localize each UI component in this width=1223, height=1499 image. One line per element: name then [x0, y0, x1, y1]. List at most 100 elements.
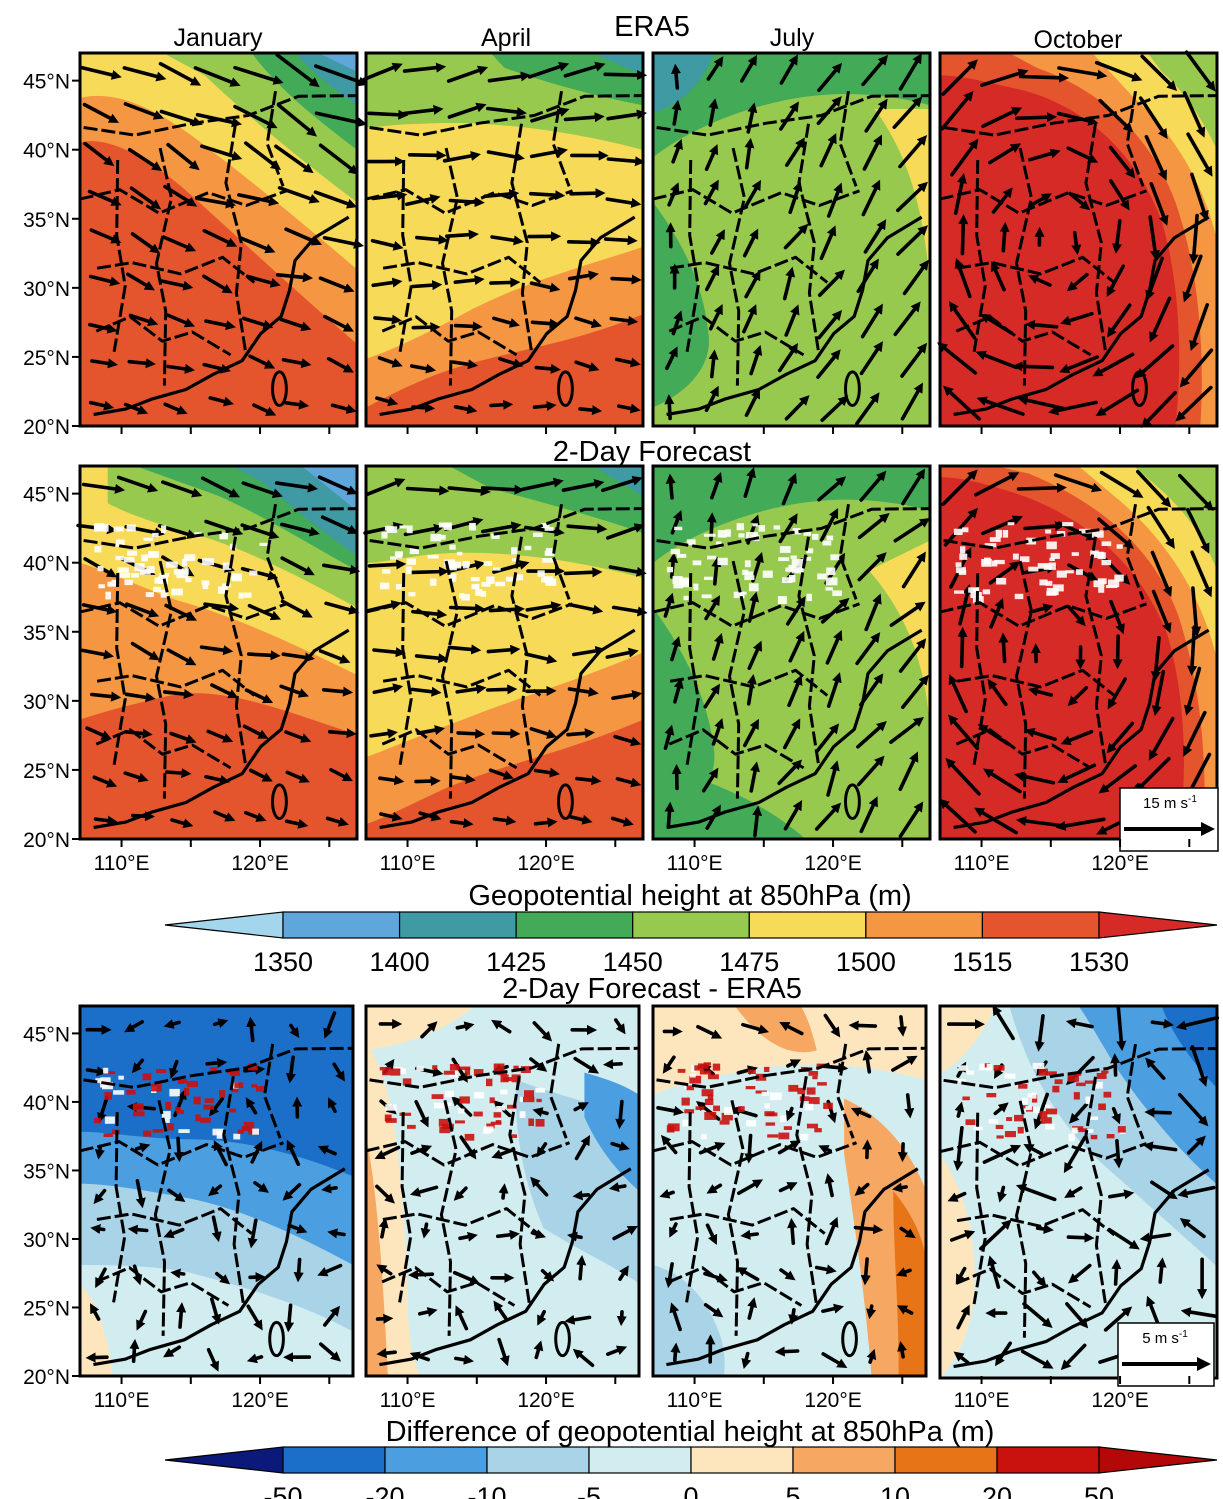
data-speck [764, 1066, 770, 1073]
wind-vector [976, 396, 1025, 416]
data-speck [1106, 1134, 1115, 1139]
colorbar-tick-label: -50 [263, 1482, 302, 1499]
data-speck [141, 554, 148, 562]
wind-vector [533, 767, 560, 778]
data-speck [672, 576, 683, 585]
panel-era5-july [651, 51, 932, 428]
data-speck [1031, 1092, 1037, 1099]
data-speck [491, 533, 500, 539]
data-speck [445, 1090, 454, 1098]
data-speck [981, 559, 992, 567]
wind-vector [856, 258, 879, 294]
wind-vector [158, 61, 202, 86]
wind-vector [402, 62, 447, 73]
wind-vector [613, 734, 642, 747]
wind-vector [860, 1257, 871, 1286]
data-speck [431, 1094, 444, 1099]
wind-vector [1053, 473, 1103, 493]
wind-vector [955, 1266, 967, 1285]
data-speck [965, 1119, 976, 1126]
wind-vector [487, 71, 531, 83]
frame-forecast-january [78, 464, 359, 841]
province-boundary [797, 123, 821, 357]
wind-vector [574, 1135, 591, 1161]
province-boundary [1084, 536, 1108, 770]
wind-vector [1107, 1227, 1140, 1250]
data-speck [783, 1126, 792, 1130]
wind-vector [536, 1142, 548, 1158]
wind-vector [981, 107, 1023, 129]
wind-vector [287, 1223, 308, 1234]
data-speck [674, 526, 683, 531]
data-speck [210, 1067, 217, 1072]
province-boundary [95, 1266, 230, 1307]
wind-vector [850, 1107, 872, 1119]
province-boundary [728, 147, 746, 386]
data-speck [500, 1089, 508, 1095]
data-speck [462, 564, 470, 569]
data-speck [94, 546, 102, 553]
lon-tick-label: 110°E [954, 852, 1010, 875]
wind-vector [988, 561, 1021, 585]
wind-vector [704, 595, 721, 621]
wind-vector [948, 674, 968, 714]
data-speck [427, 554, 439, 559]
wind-vector [665, 473, 676, 500]
wind-vector [1098, 764, 1137, 794]
wind-vector [746, 674, 757, 706]
wind-vector [498, 1183, 509, 1200]
data-speck [1032, 1062, 1045, 1069]
data-speck [443, 522, 452, 531]
data-speck [176, 1109, 184, 1115]
data-speck [806, 1087, 816, 1095]
island-outline [557, 783, 574, 820]
data-speck [1067, 1073, 1080, 1082]
data-speck [459, 1096, 470, 1104]
island-outline [271, 370, 288, 407]
colorbar-tick-label: 1530 [1069, 947, 1129, 977]
province-boundary [972, 1112, 987, 1305]
data-speck [808, 1097, 820, 1105]
wind-vector [864, 98, 888, 133]
wind-vector [1092, 352, 1135, 377]
wind-vector [529, 1057, 548, 1072]
province-boundary [263, 1043, 282, 1139]
colorbar-end-high [1098, 1446, 1218, 1474]
colorbar-segment [792, 1446, 896, 1474]
colorbar-segment [588, 1446, 692, 1474]
wind-vector [1028, 603, 1054, 614]
data-speck [126, 1089, 136, 1095]
province-boundary [939, 188, 1148, 215]
wind-vector [1103, 1306, 1133, 1332]
data-speck [959, 553, 968, 560]
wind-vector [1106, 264, 1125, 298]
data-speck [1062, 522, 1074, 527]
data-speck [113, 1090, 125, 1095]
wind-vector [777, 759, 803, 786]
data-speck [958, 1065, 969, 1071]
province-boundary [939, 1140, 1148, 1168]
data-speck [703, 533, 716, 537]
lon-tick-label: 120°E [1091, 1389, 1148, 1412]
wind-vector [163, 1345, 182, 1358]
data-speck [992, 560, 998, 567]
province-boundary [510, 123, 534, 357]
lon-tick-label: 110°E [380, 1389, 436, 1412]
wind-vector [817, 310, 843, 340]
wind-vector [375, 396, 399, 407]
wind-vector [664, 801, 675, 828]
island-outline [1131, 370, 1148, 407]
wind-vector [453, 275, 485, 286]
wind-vector [289, 1023, 300, 1038]
wind-vector [824, 1216, 839, 1246]
wind-vector [170, 1268, 186, 1279]
wind-vector [608, 565, 647, 577]
wind-vector [533, 1340, 544, 1360]
wind-vector [856, 721, 887, 749]
data-speck [1056, 570, 1067, 578]
wind-vector [1095, 388, 1140, 417]
island-outline [557, 370, 574, 407]
wind-vector [195, 196, 236, 209]
data-speck [806, 1123, 818, 1129]
wind-vector [749, 344, 763, 376]
